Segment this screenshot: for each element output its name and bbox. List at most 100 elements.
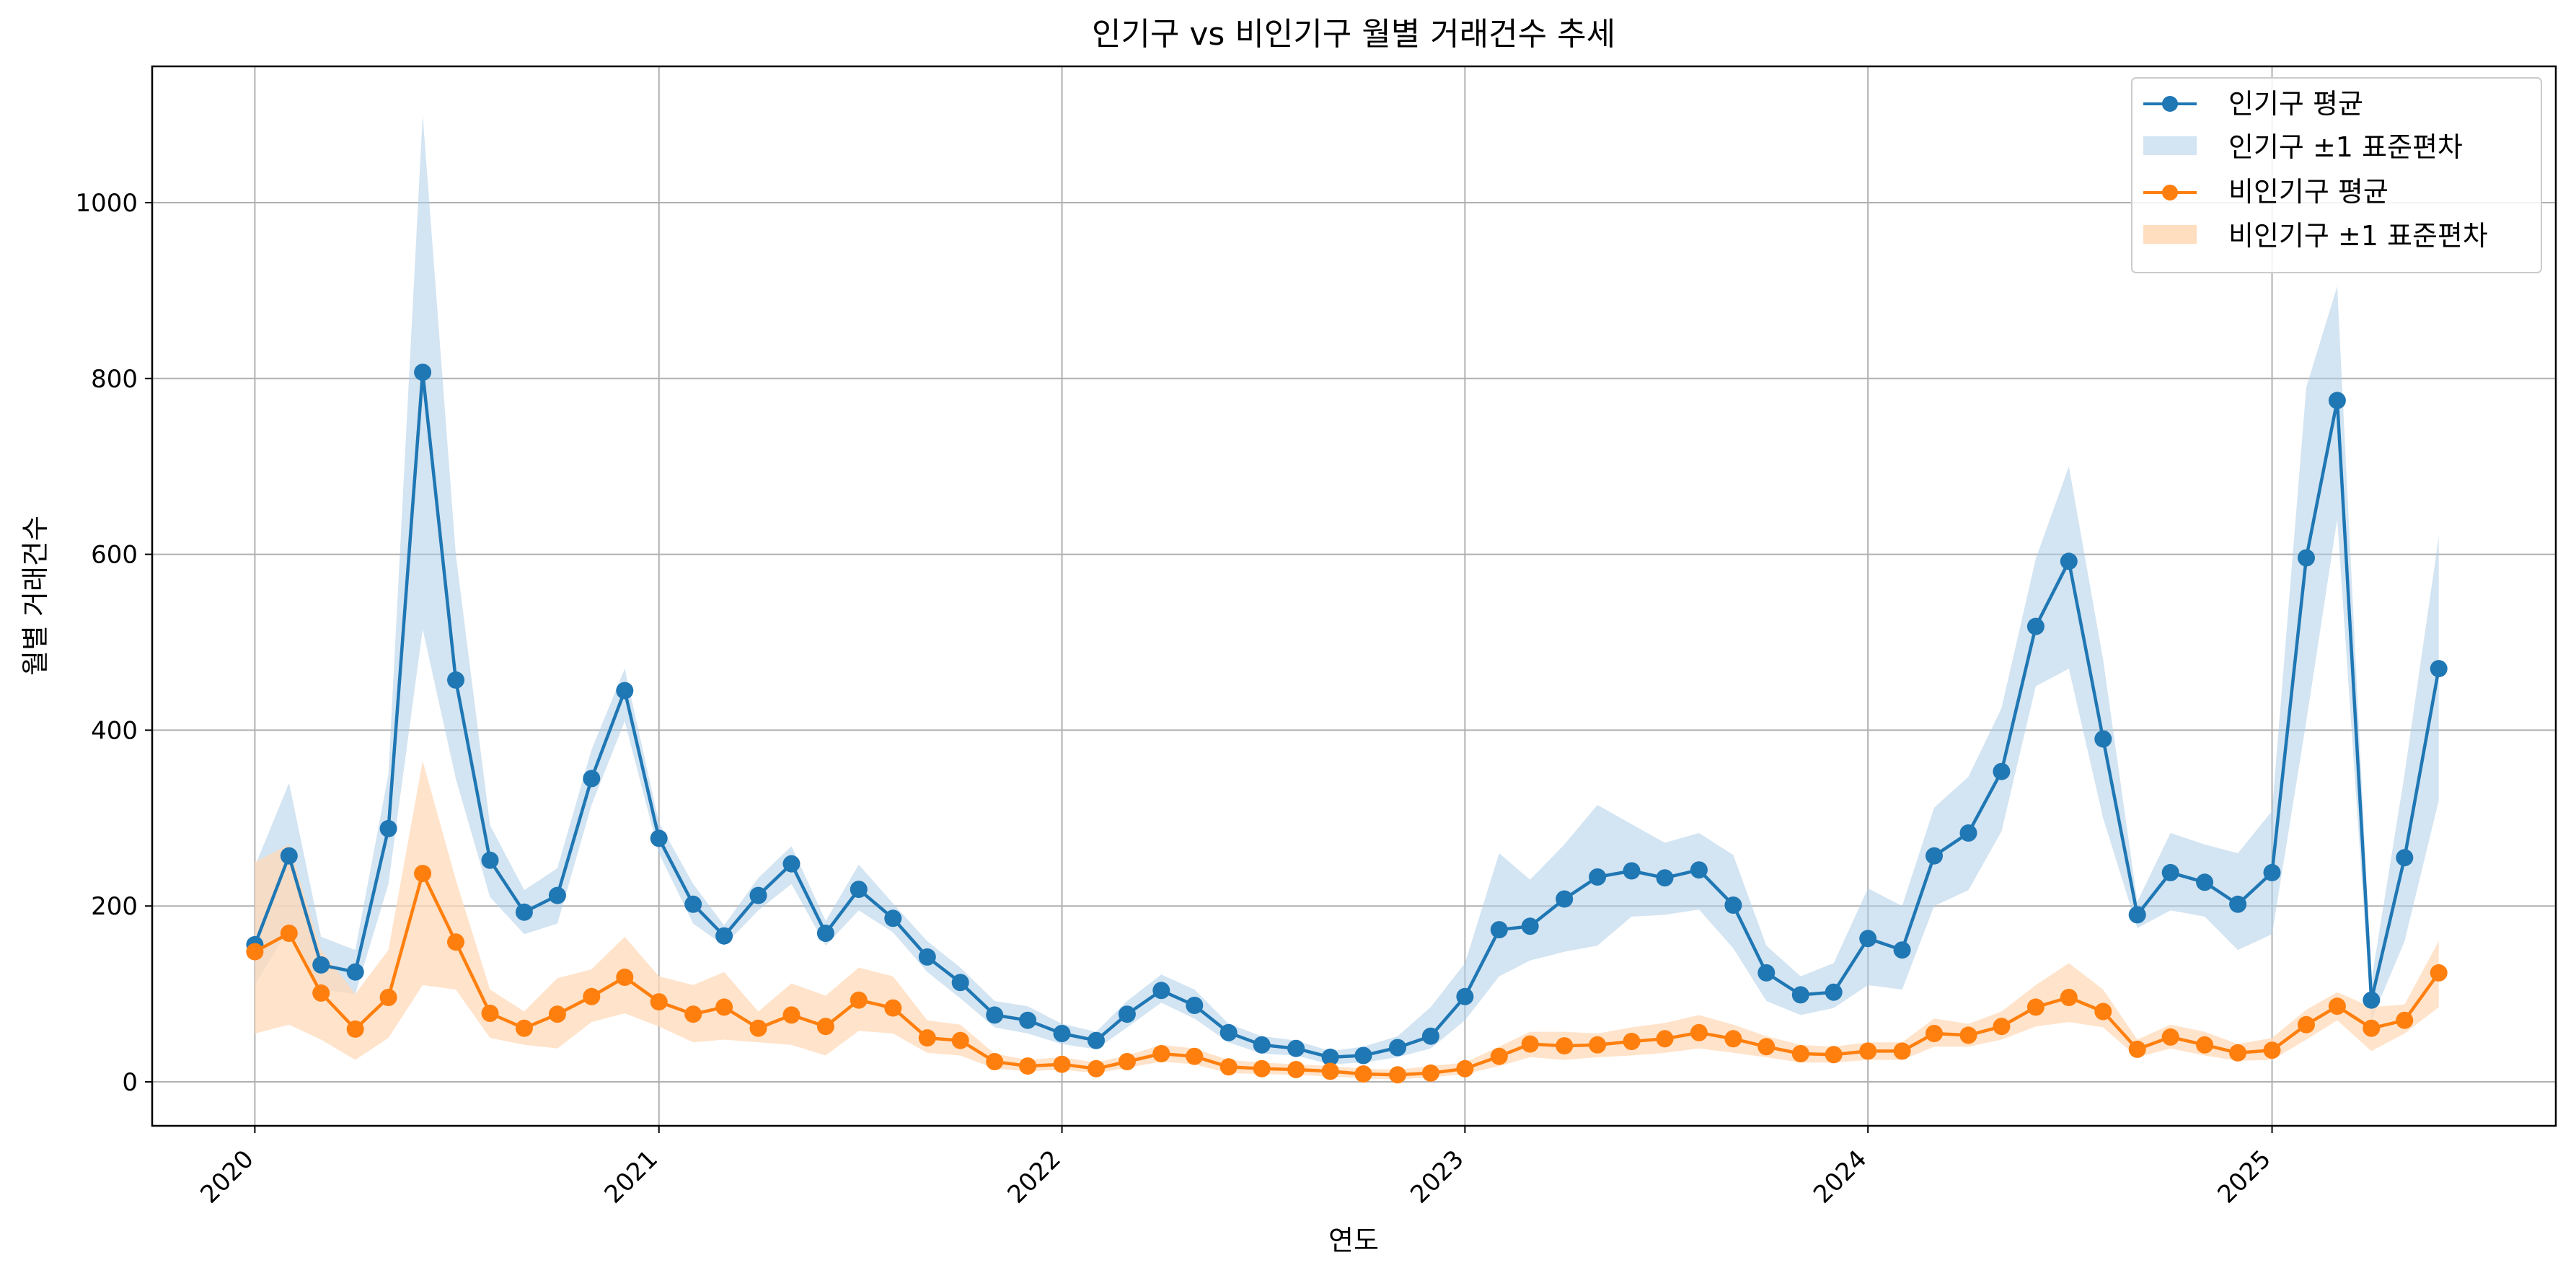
- band-layer: [255, 115, 2439, 1080]
- y-tick-label-5: 1000: [75, 189, 138, 218]
- point-series-0-45: [1757, 964, 1776, 982]
- point-series-1-57: [2161, 1028, 2179, 1046]
- point-series-0-15: [749, 886, 767, 904]
- legend-box: [2131, 77, 2542, 273]
- point-series-1-59: [2229, 1044, 2247, 1062]
- band-series-1: [255, 761, 2439, 1080]
- legend-label-popular-band: 인기구 ±1 표준편차: [2228, 131, 2463, 163]
- y-tick-label-1: 200: [91, 892, 138, 921]
- point-series-1-3: [346, 1020, 364, 1038]
- point-series-1-61: [2298, 1015, 2315, 1034]
- point-series-0-28: [1186, 997, 1204, 1014]
- point-series-0-19: [884, 909, 902, 927]
- point-series-1-7: [481, 1005, 499, 1022]
- point-series-1-29: [1219, 1058, 1238, 1076]
- point-series-0-27: [1152, 982, 1170, 1000]
- point-series-0-12: [650, 829, 668, 847]
- x-axis-label: 연도: [1328, 1225, 1379, 1256]
- point-series-0-10: [583, 770, 601, 788]
- point-series-1-24: [1053, 1055, 1071, 1073]
- point-series-1-64: [2396, 1011, 2414, 1029]
- point-series-0-1: [280, 847, 298, 865]
- point-series-1-48: [1859, 1042, 1877, 1060]
- y-tick-label-2: 400: [91, 716, 138, 745]
- point-series-0-26: [1118, 1005, 1136, 1023]
- legend-swatch-unpopular-band: [2143, 225, 2197, 244]
- point-series-0-35: [1421, 1027, 1439, 1045]
- point-series-0-29: [1219, 1023, 1238, 1041]
- point-series-0-23: [1019, 1011, 1037, 1029]
- point-series-1-4: [379, 989, 397, 1006]
- point-series-0-36: [1456, 987, 1474, 1005]
- plot-frame: [151, 65, 2557, 1127]
- point-series-0-55: [2094, 730, 2112, 748]
- point-series-1-0: [246, 943, 264, 961]
- y-tick-label-3: 600: [91, 541, 138, 570]
- point-series-0-46: [1791, 986, 1809, 1004]
- point-series-0-30: [1253, 1036, 1271, 1054]
- point-series-0-41: [1623, 862, 1641, 880]
- point-series-0-21: [951, 974, 969, 992]
- point-series-1-54: [2060, 989, 2078, 1006]
- point-series-0-61: [2298, 549, 2315, 567]
- point-series-0-17: [816, 925, 834, 942]
- point-series-0-32: [1321, 1048, 1339, 1066]
- line-layer: [246, 363, 2448, 1084]
- point-series-1-18: [850, 991, 868, 1009]
- line-series-0: [253, 370, 2440, 1059]
- point-series-1-58: [2196, 1036, 2214, 1054]
- point-series-0-56: [2128, 906, 2146, 924]
- point-series-0-57: [2161, 863, 2179, 881]
- point-series-0-64: [2396, 849, 2414, 867]
- point-series-1-32: [1321, 1062, 1339, 1080]
- y-tick-label-4: 800: [91, 365, 138, 394]
- point-series-1-2: [312, 984, 330, 1002]
- point-series-1-36: [1456, 1059, 1474, 1078]
- point-series-0-22: [986, 1006, 1004, 1024]
- y-tick-label-0: 0: [122, 1068, 138, 1097]
- point-series-0-33: [1354, 1046, 1372, 1065]
- point-series-0-3: [346, 963, 364, 981]
- point-series-1-15: [749, 1019, 767, 1037]
- point-series-0-14: [715, 927, 733, 945]
- point-series-1-21: [951, 1031, 969, 1049]
- point-series-1-37: [1490, 1047, 1508, 1065]
- point-series-0-65: [2430, 660, 2448, 678]
- point-series-0-59: [2229, 895, 2247, 913]
- point-series-1-33: [1354, 1065, 1372, 1083]
- point-series-0-42: [1656, 869, 1674, 887]
- legend: 인기구 평균 인기구 ±1 표준편차 비인기구 평균 비인기구 ±1 표준편차: [2131, 77, 2542, 273]
- point-series-0-51: [1959, 824, 1977, 842]
- point-series-1-43: [1690, 1023, 1708, 1041]
- point-series-0-62: [2328, 392, 2346, 410]
- point-series-1-30: [1253, 1059, 1271, 1078]
- legend-marker-unpopular: [2162, 185, 2178, 200]
- point-series-0-53: [2026, 617, 2045, 635]
- point-series-0-37: [1490, 921, 1508, 939]
- point-series-1-44: [1724, 1030, 1742, 1048]
- point-series-0-40: [1589, 868, 1607, 886]
- point-series-0-54: [2060, 552, 2078, 570]
- point-series-0-52: [1993, 762, 2011, 780]
- point-series-0-38: [1521, 917, 1539, 935]
- legend-swatch-popular-band: [2143, 136, 2197, 155]
- point-series-1-65: [2430, 964, 2448, 982]
- point-series-1-31: [1287, 1061, 1305, 1078]
- point-series-1-1: [280, 925, 298, 942]
- legend-marker-popular: [2162, 96, 2178, 112]
- point-series-0-9: [548, 886, 566, 904]
- point-series-0-13: [684, 895, 702, 913]
- point-series-0-47: [1825, 983, 1843, 1001]
- point-series-0-60: [2263, 863, 2281, 881]
- point-series-1-53: [2026, 998, 2045, 1016]
- point-series-1-45: [1757, 1038, 1776, 1056]
- point-series-1-16: [782, 1006, 800, 1024]
- point-series-1-17: [816, 1018, 834, 1036]
- point-series-1-19: [884, 999, 902, 1017]
- point-series-1-25: [1088, 1059, 1105, 1078]
- point-series-1-60: [2263, 1041, 2281, 1059]
- point-series-0-4: [379, 819, 397, 837]
- point-series-1-6: [447, 933, 464, 951]
- point-series-1-46: [1791, 1045, 1809, 1062]
